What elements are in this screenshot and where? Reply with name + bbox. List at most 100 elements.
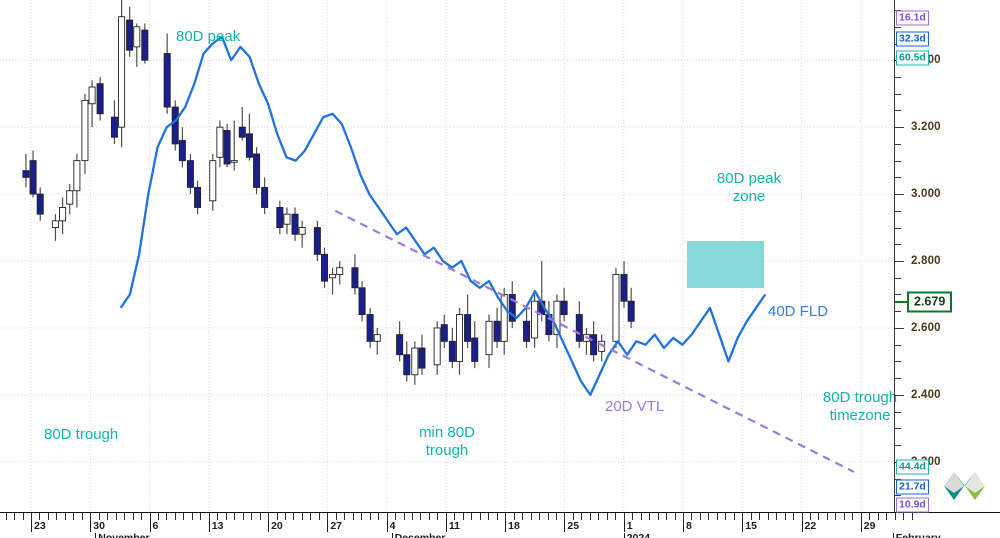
price-axis-label: 3.200 — [911, 121, 941, 134]
price-axis-label: 2.800 — [911, 255, 941, 268]
time-tick — [860, 513, 862, 524]
time-tick-minor — [293, 513, 295, 520]
cycle-duration-badge: 16.1d — [896, 10, 929, 26]
time-tick-minor — [259, 513, 261, 520]
price-tick-minor — [895, 311, 901, 313]
price-tick-minor — [895, 93, 901, 95]
time-axis-label: 1 — [623, 521, 633, 532]
time-axis-label: 18 — [505, 521, 520, 532]
time-tick-minor — [835, 513, 837, 520]
time-tick-minor — [581, 513, 583, 520]
time-tick-minor — [776, 513, 778, 520]
time-tick-minor — [251, 513, 253, 520]
time-tick-minor — [107, 513, 109, 520]
price-tick-minor — [895, 445, 901, 447]
time-axis-month-label: February — [892, 533, 941, 538]
time-tick — [268, 513, 270, 524]
time-tick-minor — [437, 513, 439, 520]
time-tick-minor — [301, 513, 303, 520]
price-axis[interactable]: 2.679 3.4003.2003.0002.8002.6002.4002.20… — [894, 0, 1000, 512]
time-axis-label: 11 — [445, 521, 460, 532]
time-tick-minor — [369, 513, 371, 520]
time-tick-minor — [784, 513, 786, 520]
time-axis-label: 25 — [564, 521, 579, 532]
price-tick-minor — [895, 428, 901, 430]
time-axis-month-label: November — [95, 533, 150, 538]
time-tick-minor — [496, 513, 498, 520]
last-price-tick — [895, 300, 907, 303]
price-tick-minor — [895, 495, 901, 497]
time-tick-minor — [555, 513, 557, 520]
time-tick-minor — [14, 513, 16, 520]
time-tick-minor — [877, 513, 879, 520]
time-axis-month-label: December — [391, 533, 445, 538]
time-tick-minor — [793, 513, 795, 520]
time-tick-minor — [412, 513, 414, 520]
price-chart-plot[interactable] — [0, 0, 894, 538]
price-tick-minor — [895, 378, 901, 380]
time-tick — [623, 513, 625, 524]
time-tick — [30, 513, 32, 524]
time-tick-minor — [335, 513, 337, 520]
time-axis-label: 4 — [386, 521, 395, 532]
time-tick-minor — [428, 513, 430, 520]
time-tick-minor — [420, 513, 422, 520]
time-tick-minor — [217, 513, 219, 520]
time-tick-minor — [200, 513, 202, 520]
time-tick-minor — [471, 513, 473, 520]
time-tick-minor — [157, 513, 159, 520]
time-tick-minor — [649, 513, 651, 520]
time-tick-minor — [234, 513, 236, 520]
price-axis-label: 2.600 — [911, 321, 941, 334]
time-tick — [149, 513, 151, 524]
time-tick-minor — [318, 513, 320, 520]
time-tick-minor — [81, 513, 83, 520]
price-tick — [895, 261, 904, 263]
cycle-duration-badge: 32.3d — [896, 31, 929, 47]
time-tick-minor — [276, 513, 278, 520]
price-tick-minor — [895, 277, 901, 279]
time-tick-minor — [809, 513, 811, 520]
time-tick-minor — [191, 513, 193, 520]
price-axis-label: 2.400 — [911, 388, 941, 401]
time-tick-minor — [589, 513, 591, 520]
time-tick-minor — [98, 513, 100, 520]
time-tick-minor — [691, 513, 693, 520]
time-tick-minor — [572, 513, 574, 520]
time-tick-minor — [852, 513, 854, 520]
time-tick-minor — [454, 513, 456, 520]
time-tick-minor — [47, 513, 49, 520]
time-tick — [564, 513, 566, 524]
time-axis[interactable]: 23 30 6 13 20 27 4 11 18 25 1 8 15 22 29 November Decemb… — [0, 512, 1000, 538]
time-tick-minor — [530, 513, 532, 520]
time-tick-minor — [606, 513, 608, 520]
time-tick — [208, 513, 210, 524]
peak-zone-box — [686, 240, 765, 288]
price-tick-minor — [895, 411, 901, 413]
time-tick-minor — [657, 513, 659, 520]
time-tick-minor — [141, 513, 143, 520]
time-tick-minor — [378, 513, 380, 520]
price-tick-minor — [895, 361, 901, 363]
time-tick — [386, 513, 388, 524]
time-tick-minor — [310, 513, 312, 520]
time-axis-label: 23 — [30, 521, 46, 532]
time-axis-label: 22 — [801, 521, 816, 532]
time-tick-minor — [818, 513, 820, 520]
time-tick-minor — [462, 513, 464, 520]
time-tick-minor — [750, 513, 752, 520]
time-tick — [682, 513, 684, 524]
price-tick-minor — [895, 76, 901, 78]
time-tick-minor — [403, 513, 405, 520]
time-tick — [505, 513, 507, 524]
time-tick-minor — [708, 513, 710, 520]
time-tick-minor — [166, 513, 168, 520]
price-tick-minor — [895, 110, 901, 112]
time-axis-label: 6 — [149, 521, 158, 532]
time-tick-minor — [539, 513, 541, 520]
brand-logo — [944, 472, 985, 500]
time-tick-minor — [352, 513, 354, 520]
time-tick-minor — [183, 513, 185, 520]
time-tick-minor — [598, 513, 600, 520]
